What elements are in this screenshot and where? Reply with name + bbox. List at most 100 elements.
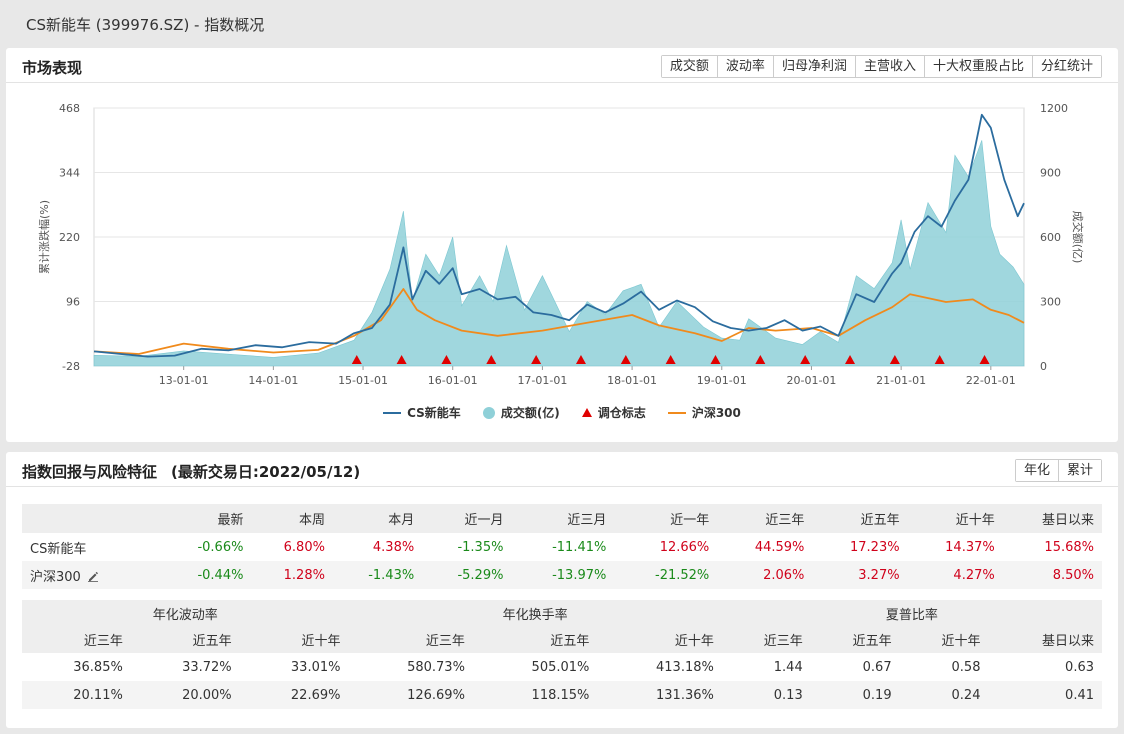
- risk-subheader: 近十年: [597, 626, 722, 653]
- risk-cell: 413.18%: [656, 659, 714, 675]
- rebalance-marker: [575, 355, 586, 364]
- risk-subheader: 近十年: [239, 626, 349, 653]
- tab-volatility[interactable]: 波动率: [716, 56, 773, 77]
- returns-title: 指数回报与风险特征 (最新交易日:2022/05/12): [22, 461, 360, 482]
- return-cell: -11.41%: [552, 539, 607, 555]
- x-tick-label: 16-01-01: [428, 374, 478, 387]
- rebalance-marker: [979, 355, 990, 364]
- risk-cell: 0.58: [951, 659, 981, 675]
- return-cell: 2.06%: [717, 561, 813, 589]
- risk-subheader: 近五年: [810, 626, 900, 653]
- risk-cell: 126.69%: [348, 681, 473, 709]
- row-name-hs300[interactable]: 沪深300: [22, 561, 163, 589]
- return-cell: 1.28%: [251, 561, 333, 589]
- legend-line-icon: [383, 411, 402, 414]
- return-cell: 14.37%: [945, 539, 995, 555]
- legend-label-cs: CS新能车: [407, 406, 461, 420]
- risk-subheader: 近十年: [899, 626, 989, 653]
- risk-subheader: 近三年: [721, 626, 811, 653]
- y-tick-label: 344: [59, 167, 80, 180]
- x-tick-label: 20-01-01: [786, 374, 836, 387]
- returns-header: 近一月: [422, 504, 512, 533]
- return-cell: 12.66%: [659, 539, 710, 555]
- x-tick-label: 21-01-01: [876, 374, 926, 387]
- returns-header: 本月: [332, 504, 423, 533]
- returns-header: 最新: [162, 504, 252, 533]
- tab-annualized[interactable]: 年化: [1015, 460, 1058, 481]
- legend-label-rebalance: 调仓标志: [597, 406, 646, 420]
- risk-cell: 0.13: [721, 681, 811, 709]
- tab-cumulative[interactable]: 累计: [1057, 460, 1101, 481]
- legend-item-hs300[interactable]: 沪深300: [667, 404, 741, 421]
- legend-dot-icon: [482, 406, 495, 419]
- risk-table: 年化波动率 年化换手率 夏普比率 近三年 近五年 近十年 近三年 近五年 近十年…: [22, 600, 1102, 709]
- y2-tick-label: 600: [1040, 231, 1061, 244]
- returns-panel: 指数回报与风险特征 (最新交易日:2022/05/12) 年化 累计 最新 本周 …: [6, 452, 1118, 728]
- return-cell: 6.80%: [283, 539, 325, 555]
- risk-cell: 36.85%: [73, 659, 123, 675]
- returns-table: 最新 本周 本月 近一月 近三月 近一年 近三年 近五年 近十年 基日以来 CS…: [22, 504, 1102, 589]
- market-panel: 市场表现 成交额 波动率 归母净利润 主营收入 十大权重股占比 分红统计 468…: [6, 48, 1118, 442]
- page-title: CS新能车 (399976.SZ) - 指数概况: [26, 16, 265, 34]
- y2-tick-label: 300: [1040, 296, 1061, 309]
- return-cell: -0.66%: [197, 539, 244, 555]
- return-cell: -0.44%: [162, 561, 252, 589]
- x-tick-label: 19-01-01: [697, 374, 747, 387]
- return-cell: -13.97%: [511, 561, 615, 589]
- risk-cell: 33.72%: [182, 659, 232, 675]
- market-tabs: 成交额 波动率 归母净利润 主营收入 十大权重股占比 分红统计: [660, 55, 1102, 78]
- y-tick-label: 468: [59, 102, 80, 115]
- risk-cell: 580.73%: [407, 659, 465, 675]
- table-row: 36.85% 33.72% 33.01% 580.73% 505.01% 413…: [22, 653, 1102, 681]
- legend-line-icon: [667, 411, 686, 414]
- rebalance-marker: [889, 355, 900, 364]
- legend-label-turnover: 成交额(亿): [500, 406, 560, 420]
- y-tick-label: -28: [62, 360, 80, 373]
- y2-tick-label: 900: [1040, 167, 1061, 180]
- return-cell: 15.68%: [1044, 539, 1094, 555]
- x-tick-label: 18-01-01: [607, 374, 657, 387]
- returns-header: 近三年: [717, 504, 813, 533]
- risk-cell: 20.11%: [22, 681, 131, 709]
- return-cell: -5.29%: [422, 561, 512, 589]
- row-name-hs300-text: 沪深300: [30, 569, 81, 585]
- table-row: 20.11% 20.00% 22.69% 126.69% 118.15% 131…: [22, 681, 1102, 709]
- tab-turnover[interactable]: 成交额: [661, 56, 717, 77]
- rebalance-marker: [934, 355, 945, 364]
- return-cell: 8.50%: [1002, 561, 1102, 589]
- x-tick-label: 14-01-01: [248, 374, 298, 387]
- returns-header-blank: [22, 504, 163, 533]
- risk-subheader: 近五年: [130, 626, 240, 653]
- hs300-line: [93, 288, 1025, 355]
- risk-cell: 505.01%: [531, 659, 590, 675]
- legend-item-rebalance[interactable]: 调仓标志: [581, 404, 646, 421]
- returns-panel-header: 指数回报与风险特征 (最新交易日:2022/05/12) 年化 累计: [6, 452, 1118, 487]
- rebalance-marker: [351, 355, 362, 364]
- returns-header: 基日以来: [1002, 504, 1102, 533]
- rebalance-marker: [620, 355, 631, 364]
- risk-cell: 0.63: [1065, 659, 1094, 675]
- return-cell: 3.27%: [812, 561, 908, 589]
- rebalance-marker: [665, 355, 676, 364]
- return-cell: 4.27%: [907, 561, 1003, 589]
- legend-item-turnover[interactable]: 成交额(亿): [482, 404, 560, 421]
- tab-net-profit[interactable]: 归母净利润: [772, 56, 855, 77]
- row-name-cs: CS新能车: [30, 541, 87, 557]
- tab-top10-weight[interactable]: 十大权重股占比: [923, 56, 1032, 77]
- return-cell: 44.59%: [754, 539, 805, 555]
- y-axis-title: 累计涨跌幅(%): [37, 200, 51, 274]
- return-cell: -1.35%: [457, 539, 504, 555]
- y2-tick-label: 1200: [1040, 102, 1068, 115]
- risk-subheader: 近三年: [348, 626, 473, 653]
- market-chart[interactable]: 468 1200 344 900 220 600 96 300 -28 0 13-01-01 14-0…: [6, 84, 1118, 404]
- y-tick-label: 96: [66, 296, 80, 309]
- legend-item-cs[interactable]: CS新能车: [383, 404, 461, 421]
- risk-cell: 22.69%: [239, 681, 349, 709]
- tab-dividend[interactable]: 分红统计: [1031, 56, 1101, 77]
- return-cell: -1.43%: [332, 561, 423, 589]
- x-tick-label: 17-01-01: [517, 374, 567, 387]
- tab-revenue[interactable]: 主营收入: [854, 56, 924, 77]
- pencil-icon[interactable]: [87, 570, 99, 582]
- legend-triangle-icon: [581, 408, 592, 417]
- risk-cell: 0.19: [810, 681, 900, 709]
